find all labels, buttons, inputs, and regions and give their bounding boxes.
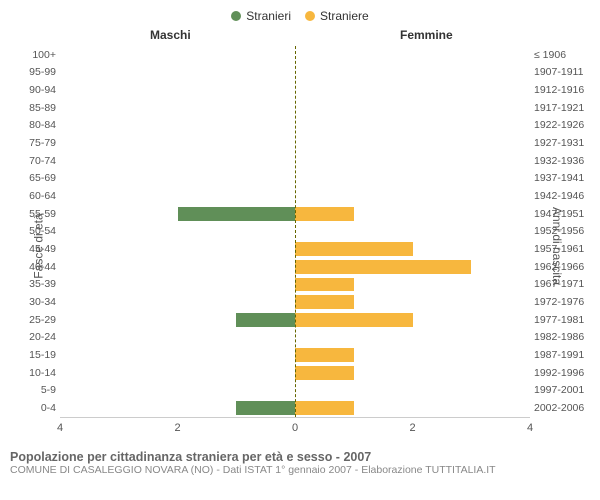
chart-subtitle: COMUNE DI CASALEGGIO NOVARA (NO) - Dati … xyxy=(10,464,590,476)
rows-area: 100+≤ 190695-991907-191190-941912-191685… xyxy=(60,46,530,418)
age-label: 55-59 xyxy=(10,208,56,220)
footer: Popolazione per cittadinanza straniera p… xyxy=(0,446,600,476)
column-headers: Maschi Femmine xyxy=(0,28,600,46)
age-label: 75-79 xyxy=(10,137,56,149)
bar-female xyxy=(295,207,354,221)
x-tick: 0 xyxy=(292,422,298,434)
bar-female xyxy=(295,401,354,415)
age-label: 5-9 xyxy=(10,384,56,396)
birth-year-label: 1937-1941 xyxy=(534,172,596,184)
age-label: 30-34 xyxy=(10,296,56,308)
age-label: 85-89 xyxy=(10,102,56,114)
birth-year-label: 1952-1956 xyxy=(534,225,596,237)
age-label: 50-54 xyxy=(10,225,56,237)
birth-year-label: 1927-1931 xyxy=(534,137,596,149)
bar-female xyxy=(295,260,471,274)
birth-year-label: 1917-1921 xyxy=(534,102,596,114)
legend-item-male: Stranieri xyxy=(231,9,291,23)
birth-year-label: 1997-2001 xyxy=(534,384,596,396)
birth-year-label: 2002-2006 xyxy=(534,402,596,414)
bar-female xyxy=(295,348,354,362)
x-tick: 4 xyxy=(57,422,63,434)
birth-year-label: 1957-1961 xyxy=(534,243,596,255)
header-male: Maschi xyxy=(150,28,191,42)
age-label: 15-19 xyxy=(10,349,56,361)
bar-male xyxy=(236,313,295,327)
age-label: 35-39 xyxy=(10,278,56,290)
birth-year-label: 1932-1936 xyxy=(534,155,596,167)
x-axis-ticks: 4 2 0 2 4 xyxy=(60,422,530,438)
header-female: Femmine xyxy=(400,28,453,42)
bar-female xyxy=(295,278,354,292)
legend-item-female: Straniere xyxy=(305,9,369,23)
bar-female xyxy=(295,366,354,380)
bar-male xyxy=(178,207,296,221)
birth-year-label: 1962-1966 xyxy=(534,261,596,273)
birth-year-label: 1987-1991 xyxy=(534,349,596,361)
legend-swatch-female xyxy=(305,11,315,21)
age-label: 70-74 xyxy=(10,155,56,167)
birth-year-label: 1922-1926 xyxy=(534,119,596,131)
zero-line xyxy=(295,46,296,417)
age-label: 40-44 xyxy=(10,261,56,273)
legend-label-male: Stranieri xyxy=(246,9,291,23)
legend: Stranieri Straniere xyxy=(0,0,600,28)
age-label: 10-14 xyxy=(10,367,56,379)
age-label: 0-4 xyxy=(10,402,56,414)
age-label: 65-69 xyxy=(10,172,56,184)
birth-year-label: 1977-1981 xyxy=(534,314,596,326)
birth-year-label: 1947-1951 xyxy=(534,208,596,220)
age-label: 90-94 xyxy=(10,84,56,96)
age-label: 60-64 xyxy=(10,190,56,202)
legend-swatch-male xyxy=(231,11,241,21)
age-label: 100+ xyxy=(10,49,56,61)
age-label: 20-24 xyxy=(10,331,56,343)
chart-title: Popolazione per cittadinanza straniera p… xyxy=(10,450,590,464)
age-label: 45-49 xyxy=(10,243,56,255)
x-tick: 4 xyxy=(527,422,533,434)
plot-area: Fasce di età Anni di nascita 100+≤ 19069… xyxy=(0,46,600,446)
bar-female xyxy=(295,295,354,309)
birth-year-label: ≤ 1906 xyxy=(534,49,596,61)
bar-male xyxy=(236,401,295,415)
x-tick: 2 xyxy=(409,422,415,434)
birth-year-label: 1972-1976 xyxy=(534,296,596,308)
x-tick: 2 xyxy=(174,422,180,434)
age-label: 80-84 xyxy=(10,119,56,131)
birth-year-label: 1982-1986 xyxy=(534,331,596,343)
birth-year-label: 1992-1996 xyxy=(534,367,596,379)
bar-female xyxy=(295,242,413,256)
birth-year-label: 1912-1916 xyxy=(534,84,596,96)
birth-year-label: 1907-1911 xyxy=(534,66,596,78)
birth-year-label: 1942-1946 xyxy=(534,190,596,202)
age-label: 25-29 xyxy=(10,314,56,326)
birth-year-label: 1967-1971 xyxy=(534,278,596,290)
age-label: 95-99 xyxy=(10,66,56,78)
bar-female xyxy=(295,313,413,327)
legend-label-female: Straniere xyxy=(320,9,369,23)
